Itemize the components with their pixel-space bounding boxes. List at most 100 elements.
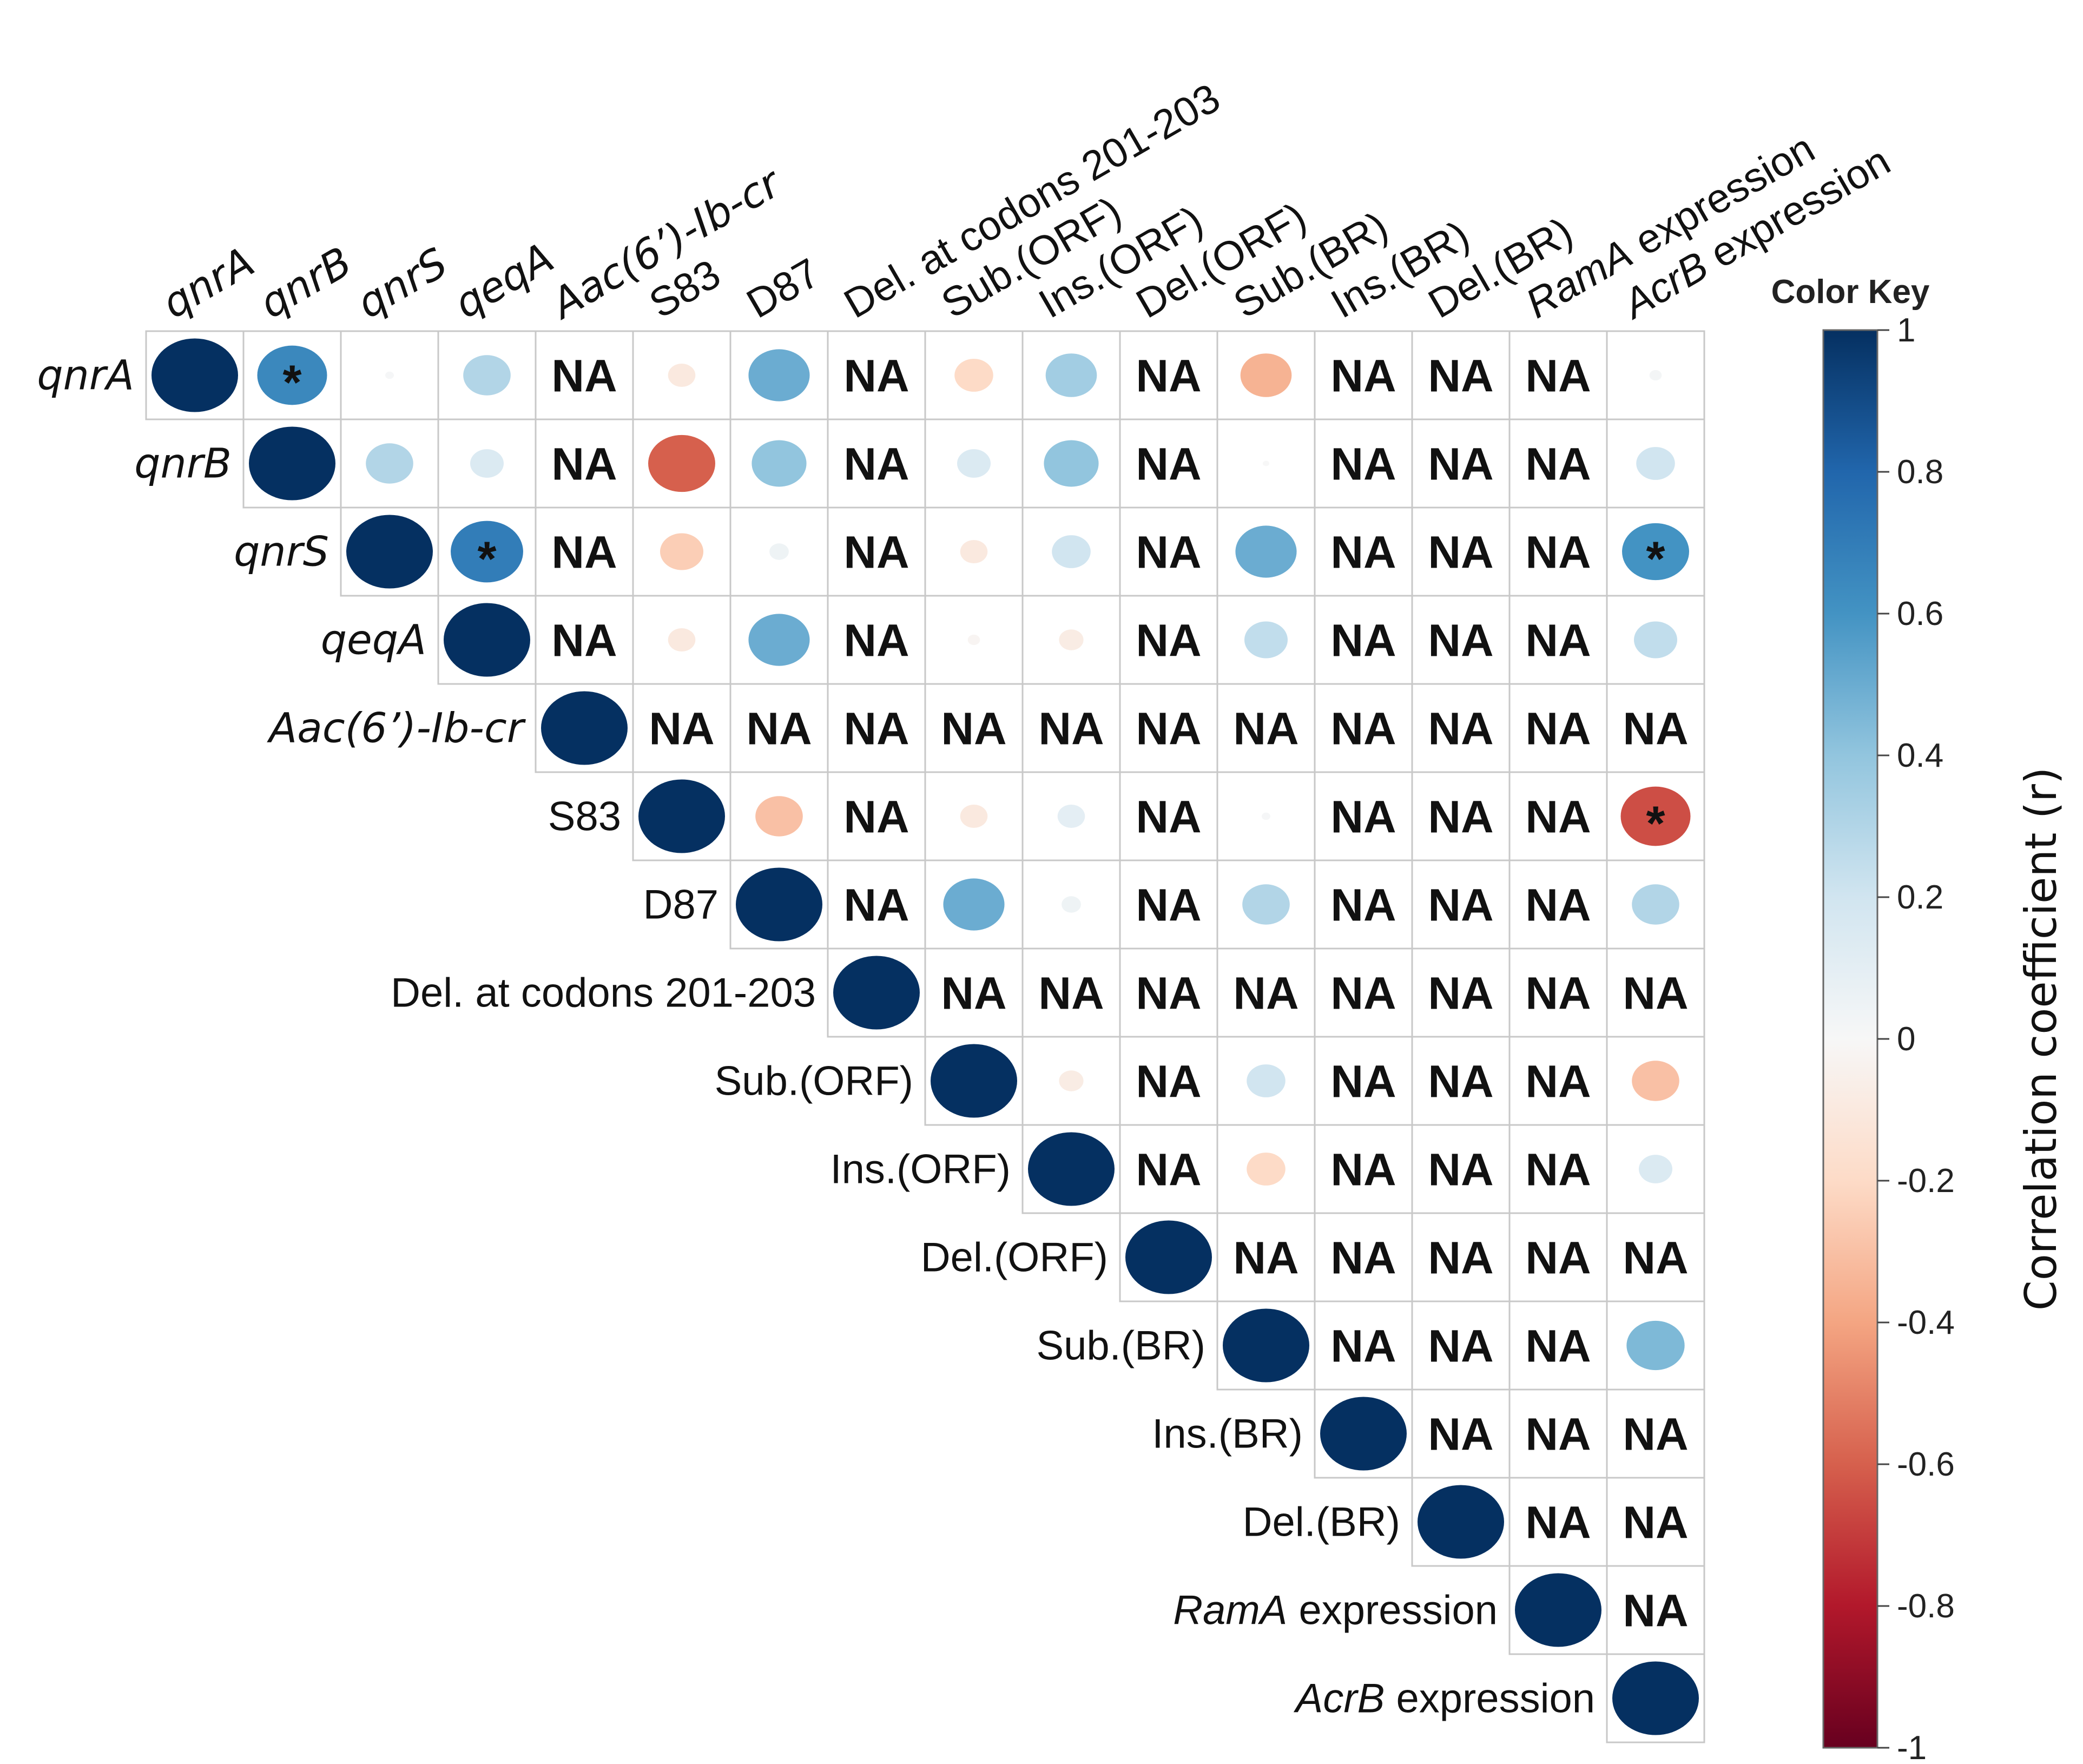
correlation-circle bbox=[943, 878, 1005, 931]
row-label: Del.(BR) bbox=[1243, 1499, 1400, 1545]
na-label: NA bbox=[843, 703, 909, 754]
matrix-cell-box bbox=[1021, 506, 1121, 597]
matrix-cell-box bbox=[1411, 1212, 1511, 1302]
row-label: Ins.(BR) bbox=[1152, 1411, 1303, 1457]
row-label: RamA expression bbox=[1173, 1588, 1498, 1634]
na-label: NA bbox=[843, 351, 909, 401]
na-label: NA bbox=[941, 968, 1006, 1019]
na-label: NA bbox=[1525, 1409, 1591, 1460]
matrix-cell-box bbox=[1411, 418, 1511, 509]
matrix-cell-box bbox=[827, 418, 926, 509]
correlation-circle bbox=[1052, 535, 1091, 568]
row-label: Sub.(BR) bbox=[1036, 1323, 1205, 1369]
matrix-cell-box bbox=[1119, 595, 1218, 685]
na-label: NA bbox=[1136, 703, 1201, 754]
na-label: NA bbox=[1136, 880, 1201, 931]
correlation-circle bbox=[1045, 353, 1097, 397]
na-label: NA bbox=[1136, 968, 1201, 1019]
correlation-circle bbox=[1515, 1573, 1601, 1647]
matrix-cell-box bbox=[1314, 771, 1413, 861]
na-label: NA bbox=[1330, 527, 1396, 578]
matrix-cell-box bbox=[1119, 506, 1218, 597]
na-label: NA bbox=[1525, 1497, 1591, 1548]
matrix-cell-box bbox=[1411, 1388, 1511, 1479]
row-label: AcrB expression bbox=[1294, 1676, 1595, 1722]
matrix-cell-box bbox=[1314, 506, 1413, 597]
correlation-circle bbox=[385, 371, 394, 379]
row-label: qeqA bbox=[321, 616, 426, 664]
matrix-cell-box bbox=[535, 418, 634, 509]
na-label: NA bbox=[1623, 1409, 1688, 1460]
na-label: NA bbox=[1428, 1056, 1493, 1107]
matrix-cell-box bbox=[1411, 771, 1511, 861]
na-label: NA bbox=[941, 703, 1006, 754]
na-label: NA bbox=[1428, 527, 1493, 578]
na-label: NA bbox=[1330, 1144, 1396, 1195]
row-label: Ins.(ORF) bbox=[830, 1147, 1011, 1193]
correlation-circle bbox=[736, 867, 822, 942]
matrix-cell-box bbox=[1411, 506, 1511, 597]
row-label: Del. at codons 201-203 bbox=[391, 970, 816, 1016]
matrix-cell-box bbox=[1411, 683, 1511, 773]
correlation-circle bbox=[1223, 1308, 1309, 1383]
label-italic-part: RamA bbox=[1173, 1588, 1287, 1634]
correlation-circle bbox=[451, 521, 523, 583]
correlation-circle bbox=[366, 443, 413, 484]
matrix-cell-box bbox=[729, 418, 829, 509]
matrix-cell-box bbox=[1411, 859, 1511, 950]
na-label: NA bbox=[1330, 1056, 1396, 1107]
correlation-circle bbox=[463, 355, 511, 396]
column-label: D87 bbox=[739, 249, 827, 327]
na-label: NA bbox=[1136, 1056, 1201, 1107]
row-label: S83 bbox=[548, 794, 621, 840]
significance-marker: * bbox=[1646, 797, 1665, 851]
color-key-bar bbox=[1822, 329, 1878, 1749]
row-label: D87 bbox=[643, 882, 718, 928]
correlation-circle bbox=[1247, 1064, 1286, 1097]
na-label: NA bbox=[1136, 527, 1201, 578]
matrix-cell-box bbox=[1021, 683, 1121, 773]
matrix-cell-box bbox=[827, 506, 926, 597]
correlation-circle bbox=[748, 349, 810, 401]
matrix-cell-box bbox=[1606, 683, 1705, 773]
na-label: NA bbox=[1038, 968, 1104, 1019]
matrix-cell-box bbox=[1314, 1036, 1413, 1126]
correlation-circle bbox=[1059, 1070, 1084, 1091]
matrix-cell-box bbox=[1119, 1036, 1218, 1126]
column-label: qnrB bbox=[252, 238, 360, 328]
correlation-circle bbox=[833, 956, 920, 1030]
matrix-cell-box bbox=[1411, 595, 1511, 685]
na-label: NA bbox=[1136, 615, 1201, 666]
na-label: NA bbox=[1623, 1585, 1688, 1636]
column-label: qeqA bbox=[446, 233, 562, 328]
matrix-cell-box bbox=[1119, 1124, 1218, 1214]
correlation-circle bbox=[748, 614, 810, 666]
matrix-cell-box bbox=[1508, 1036, 1608, 1126]
na-label: NA bbox=[551, 351, 617, 401]
na-label: NA bbox=[1428, 703, 1493, 754]
matrix-cell-box bbox=[1508, 1212, 1608, 1302]
row-label: Aac(6’)-Ib-cr bbox=[266, 704, 526, 752]
correlation-circle bbox=[648, 435, 715, 492]
correlation-circle bbox=[1636, 447, 1675, 480]
na-label: NA bbox=[1136, 439, 1201, 490]
matrix-cell-box bbox=[535, 595, 634, 685]
matrix-cell-box bbox=[1606, 1477, 1705, 1567]
na-label: NA bbox=[843, 527, 909, 578]
correlation-circle bbox=[1235, 525, 1297, 578]
na-label: NA bbox=[1428, 1409, 1493, 1460]
correlation-circle bbox=[1632, 884, 1679, 925]
row-label: qnrA bbox=[37, 351, 134, 399]
correlation-circle bbox=[1057, 804, 1085, 828]
na-label: NA bbox=[1525, 1056, 1591, 1107]
na-label: NA bbox=[1330, 792, 1396, 842]
na-label: NA bbox=[1136, 792, 1201, 842]
significance-marker: * bbox=[282, 356, 301, 410]
matrix-cell-box bbox=[1119, 947, 1218, 1038]
correlation-circle bbox=[249, 426, 335, 501]
correlation-circle bbox=[957, 449, 991, 478]
color-key-tick-label: 0 bbox=[1897, 1021, 1915, 1058]
na-label: NA bbox=[1525, 1233, 1591, 1283]
correlation-circle bbox=[541, 691, 628, 765]
